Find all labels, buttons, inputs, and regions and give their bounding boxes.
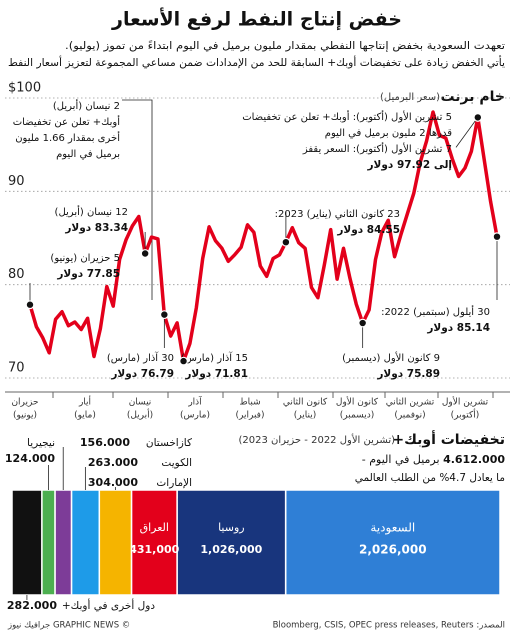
segment-name: السعودية [370, 521, 415, 536]
segment-value: 1,026,000 [200, 543, 262, 556]
title: خفض إنتاج النفط لرفع الأسعار [111, 8, 402, 31]
annotation-text: 12 نيسان (أبريل) [55, 205, 128, 218]
annotation-text: 5 حزيران (يونيو) [50, 253, 120, 264]
segment-name: دول أخرى في أوبك+ [62, 598, 155, 612]
annotation-text: 9 كانون الأول (ديسمبر) [342, 351, 440, 364]
annotation-text: أخرى بمقدار 1.66 مليون [15, 131, 120, 144]
annotation-text: قدرها 2 مليون برميل في اليوم [325, 128, 452, 139]
x-tick-label: كانون الثاني [283, 398, 328, 408]
x-tick-label: آذار [187, 396, 202, 408]
annotation-text: أوبك+ تعلن عن تخفيضات [13, 115, 121, 128]
annotation-text: 7 تشرين الأول (أكتوبر): السعر يقفز [302, 142, 452, 155]
x-tick-label: (يونيو) [13, 411, 37, 421]
x-tick-label: أيار [78, 396, 91, 408]
annotation-text: 2 نيسان (أبريل) [53, 99, 120, 112]
annotation-text: 23 كانون الثاني (يناير) 2023: [275, 209, 400, 220]
annotation-text: برميل في اليوم [56, 149, 120, 160]
annotation-dot [473, 113, 483, 122]
price-line [28, 110, 499, 363]
total-unit: برميل في اليوم - [362, 453, 440, 466]
x-tick-label: (يناير) [294, 411, 316, 421]
annotation-dot [159, 310, 169, 320]
segment-value: 156.000 [80, 436, 130, 449]
leader-line [122, 99, 153, 300]
segment-value: 304.000 [88, 476, 138, 489]
annotation-dot [358, 318, 368, 328]
annotation-dot [179, 356, 188, 366]
bar-note: ما يعادل 4.7% من الطلب العالمي [355, 472, 505, 484]
credit: © GRAPHIC NEWS جرافيك نيوز [7, 621, 130, 631]
annotation-value: 84.55 دولار [336, 224, 400, 236]
x-tick-label: (ديسمبر) [340, 411, 374, 421]
total-value: 4.612.000 [443, 453, 505, 466]
annotation-text: 15 آذار (مارس) [181, 351, 248, 364]
x-tick-label: (نوفمبر) [394, 411, 425, 421]
bar-segment [98, 489, 133, 596]
annotation-value: 83.34 دولار [64, 222, 128, 234]
x-tick-label: (أكتوبر) [451, 409, 480, 421]
annotation-dot [492, 232, 502, 242]
bar-segment [54, 489, 73, 596]
segment-value: 124.000 [5, 452, 55, 465]
source: المصدر: Bloomberg, CSIS, OPEC press rele… [273, 621, 505, 631]
segment-name: الكويت [161, 457, 192, 469]
bar-segment [11, 489, 43, 596]
bar-segment [70, 489, 101, 596]
segment-name: نيجيريا [27, 437, 55, 449]
bar-segment [284, 489, 501, 596]
subtitle: يأتي الخفض زيادة على تخفيضات أوبك+ الساب… [8, 55, 505, 69]
annotation-value: 85.14 دولار [426, 322, 490, 334]
annotation-value: 76.79 دولار [110, 368, 174, 380]
x-tick-label: تشرين الأول [442, 396, 489, 408]
segment-name: كازاخستان [146, 437, 192, 449]
annotation-dot [25, 300, 35, 310]
line-title: خام برنت [440, 89, 505, 105]
annotation-dot [281, 237, 291, 247]
annotation-value: 77.85 دولار [56, 268, 120, 280]
segment-value: 263.000 [88, 456, 138, 469]
x-tick-label: (أبريل) [127, 409, 153, 421]
segment-name: روسيا [218, 521, 245, 534]
annotation-text: 5 تشرين الأول (أكتوبر): أوبك+ تعلن عن تخ… [242, 110, 452, 123]
x-tick-label: كانون الأول [336, 396, 379, 408]
leader-line [455, 117, 479, 148]
segment-name: العراق [140, 521, 169, 534]
annotation-dot [140, 249, 150, 258]
x-tick-label: شباط [239, 398, 260, 408]
segment-value: 282.000 [7, 599, 57, 612]
y-tick-label: 70 [8, 361, 25, 376]
bar-segment [41, 489, 56, 596]
annotation-value: إلى 97.92 دولار [367, 159, 452, 171]
segment-value: 2,026,000 [359, 543, 427, 557]
x-tick-label: نيسان [129, 398, 152, 408]
x-tick-label: (مايو) [74, 411, 96, 421]
bar-title: تخفيضات أوبك+ [392, 430, 505, 448]
y-tick-label: 90 [8, 174, 25, 189]
x-tick-label: تشرين الثاني [386, 398, 435, 408]
total-line: 4.612.000 برميل في اليوم - [362, 453, 506, 466]
x-tick-label: (فبراير) [236, 411, 265, 421]
annotation-value: 71.81 دولار [184, 368, 248, 380]
y-tick-label: 80 [8, 267, 25, 282]
segment-value: 431,000 [129, 543, 179, 556]
annotation-value: 75.89 دولار [376, 368, 440, 380]
y-tick-label: $100 [8, 81, 41, 96]
line-subtitle: (سعر البرميل) [380, 92, 440, 103]
segment-name: الإمارات [156, 477, 192, 489]
x-tick-label: حزيران [11, 398, 38, 408]
x-tick-label: (مارس) [180, 411, 210, 421]
annotation-text: 30 آذار (مارس) [107, 351, 174, 364]
bar-subtitle: (تشرين الأول 2022 - حزيران 2023) [238, 433, 395, 446]
annotation-text: 30 أيلول (سبتمبر) 2022: [381, 305, 490, 318]
subtitle: تعهدت السعودية بخفض إنتاجها النفطي بمقدا… [65, 40, 505, 52]
